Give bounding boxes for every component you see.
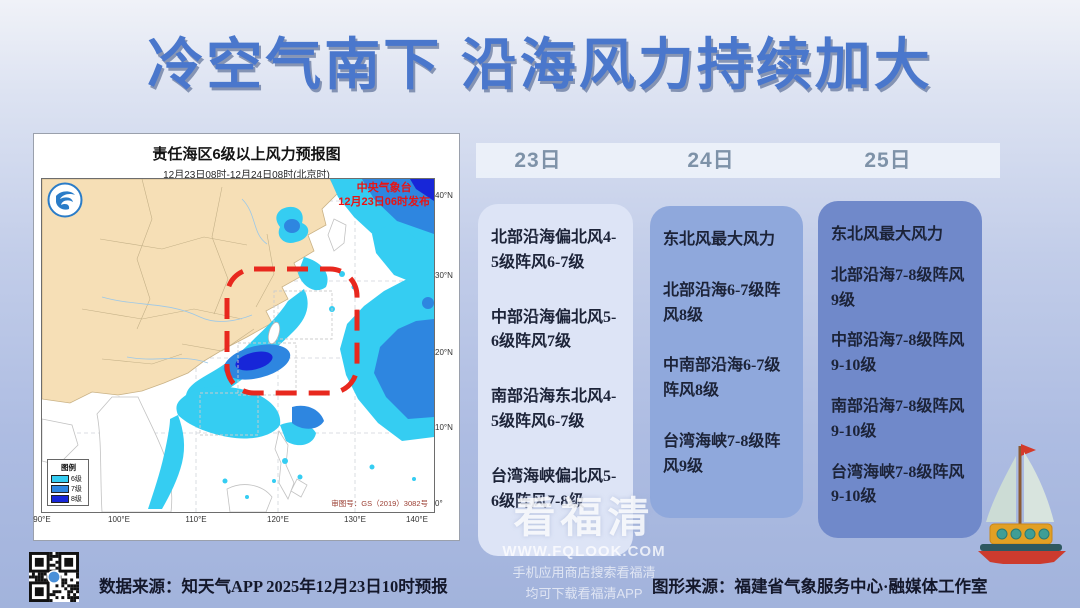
page-title: 冷空气南下 沿海风力持续加大 bbox=[147, 33, 933, 96]
map-canvas: 中央气象台 12月23日06时发布 图例 6级 7 bbox=[41, 178, 435, 513]
forecast-card: 东北风最大风力北部沿海6-7级阵风8级 中南部沿海6-7级阵风8级 台湾海峡7-8级… bbox=[650, 206, 803, 518]
issuer-stamp: 中央气象台 12月23日06时发布 bbox=[338, 182, 430, 210]
lon-tick: 130°E bbox=[344, 515, 366, 524]
forecast-card: 东北风最大风力北部沿海7-8级阵风9级 中部沿海7-8级阵风9-10级 南部沿海7-… bbox=[818, 201, 982, 539]
legend-label: 6级 bbox=[71, 475, 82, 483]
legend-swatch bbox=[51, 475, 69, 483]
legend-label: 7级 bbox=[71, 485, 82, 493]
forecast-item: 东北风最大风力 bbox=[663, 231, 776, 248]
map-title: 责任海区6级以上风力预报图 bbox=[152, 146, 341, 163]
boat-hull bbox=[978, 551, 1066, 564]
wind-forecast-map-panel: 责任海区6级以上风力预报图 12月23日08时-12月24日08时(北京时) bbox=[33, 133, 460, 541]
date-label: 23日 bbox=[514, 149, 562, 172]
lat-tick: 10°N bbox=[435, 423, 453, 432]
sailboat-icon bbox=[978, 444, 1066, 564]
boat-flag bbox=[1021, 444, 1036, 456]
legend-item: 8级 bbox=[51, 495, 86, 503]
legend-items: 6级 7级 8级 bbox=[51, 475, 86, 503]
lon-tick: 100°E bbox=[108, 515, 130, 524]
boat-sail-left bbox=[986, 456, 1016, 522]
forecast-item: 北部沿海偏北风4-5级阵风6-7级 bbox=[491, 229, 617, 271]
forecast-item: 北部沿海7-8级阵风9级 bbox=[831, 266, 965, 309]
date-label: 24日 bbox=[687, 149, 735, 172]
date-label: 25日 bbox=[864, 149, 912, 172]
forecast-card-items: 东北风最大风力北部沿海6-7级阵风8级 中南部沿海6-7级阵风8级 台湾海峡7-8级… bbox=[663, 228, 791, 480]
legend-item: 7级 bbox=[51, 485, 86, 493]
lat-tick: 20°N bbox=[435, 348, 453, 357]
forecast-item: 南部沿海7-8级阵风9-10级 bbox=[831, 397, 965, 440]
forecast-card-items: 北部沿海偏北风4-5级阵风6-7级 中部沿海偏北风5-6级阵风7级 南部沿海东北风4… bbox=[491, 226, 621, 514]
forecast-item: 台湾海峡7-8级阵风9级 bbox=[663, 432, 781, 475]
issuer-time: 12月23日06时发布 bbox=[338, 195, 430, 208]
forecast-card: 北部沿海偏北风4-5级阵风6-7级 中部沿海偏北风5-6级阵风7级 南部沿海东北风4… bbox=[478, 204, 633, 557]
forecast-item: 中部沿海7-8级阵风9-10级 bbox=[831, 332, 965, 375]
forecast-card-items: 东北风最大风力北部沿海7-8级阵风9级 中部沿海7-8级阵风9-10级 南部沿海7-… bbox=[831, 223, 970, 510]
lat-tick: 0° bbox=[435, 499, 443, 508]
qr-center-logo bbox=[48, 571, 60, 583]
qr-code bbox=[29, 552, 79, 602]
boat-sail-right bbox=[1024, 452, 1054, 522]
forecast-item: 中南部沿海6-7级阵风8级 bbox=[663, 357, 781, 400]
lon-tick: 140°E bbox=[406, 515, 428, 524]
forecast-item: 北部沿海6-7级阵风8级 bbox=[663, 281, 781, 324]
legend-item: 6级 bbox=[51, 475, 86, 483]
map-graphic bbox=[42, 179, 434, 512]
boat-stripe bbox=[980, 544, 1062, 551]
forecast-item: 台湾海峡偏北风5-6级阵风7-8级 bbox=[491, 467, 617, 510]
issuer-name: 中央气象台 bbox=[356, 182, 412, 194]
map-legend: 图例 6级 7级 bbox=[47, 459, 89, 506]
lat-tick: 30°N bbox=[435, 271, 453, 280]
date-header-band: 23日 24日 25日 bbox=[476, 143, 1000, 178]
lon-tick: 90°E bbox=[33, 515, 51, 524]
lon-tick: 110°E bbox=[185, 515, 207, 524]
data-source-text: 数据来源：知天气APP 2025年12月23日10时预报 bbox=[99, 577, 448, 596]
forecast-item: 中部沿海偏北风5-6级阵风7级 bbox=[491, 308, 617, 351]
map-subtitle: 12月23日08时-12月24日08时(北京时) bbox=[163, 170, 330, 181]
graphic-source-text: 图形来源：福建省气象服务中心·融媒体工作室 bbox=[652, 577, 988, 596]
forecast-item: 台湾海峡7-8级阵风9-10级 bbox=[831, 463, 965, 506]
legend-label: 8级 bbox=[71, 495, 82, 503]
forecast-item: 东北风最大风力 bbox=[831, 226, 944, 243]
lon-tick: 120°E bbox=[267, 515, 289, 524]
legend-swatch bbox=[51, 485, 69, 493]
lat-tick: 40°N bbox=[435, 191, 453, 200]
cma-logo-icon bbox=[47, 182, 83, 218]
map-approval-number: 审图号：GS（2019）3082号 bbox=[331, 499, 428, 508]
legend-swatch bbox=[51, 495, 69, 503]
legend-title: 图例 bbox=[61, 463, 76, 472]
alert-region-box bbox=[224, 266, 360, 396]
forecast-item: 南部沿海东北风4-5级阵风6-7级 bbox=[491, 388, 617, 430]
